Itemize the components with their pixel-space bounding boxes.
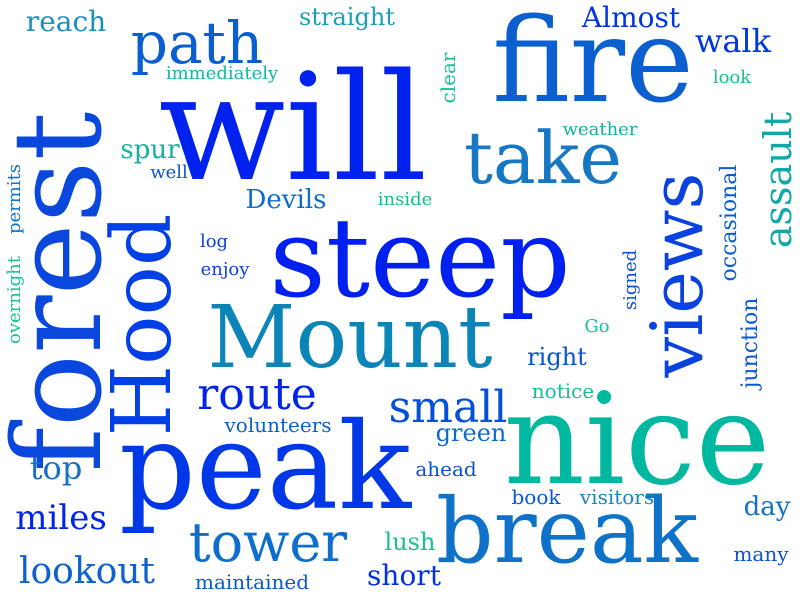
word-signed: signed <box>620 249 641 311</box>
word-straight: straight <box>299 3 395 31</box>
word-day: day <box>743 492 791 522</box>
word-spur: spur <box>120 135 180 165</box>
word-volunteers: volunteers <box>224 413 332 437</box>
word-fire: fire <box>492 0 694 129</box>
word-take: take <box>463 116 623 200</box>
word-route: route <box>197 369 317 420</box>
word-tower: tower <box>188 511 348 574</box>
word-hood: Hood <box>95 213 190 437</box>
word-small: small <box>388 382 508 433</box>
word-path: path <box>130 9 264 77</box>
word-top: top <box>29 449 83 487</box>
word-almost: Almost <box>581 1 681 34</box>
word-permits: permits <box>4 163 25 235</box>
word-enjoy: enjoy <box>200 259 250 280</box>
word-lush: lush <box>384 528 436 556</box>
word-go: Go <box>584 316 610 337</box>
word-occasional: occasional <box>717 164 742 282</box>
word-mount: Mount <box>207 288 493 388</box>
word-devils: Devils <box>245 185 327 215</box>
word-break: break <box>435 479 699 584</box>
word-steep: steep <box>269 194 571 322</box>
word-right: right <box>527 343 587 371</box>
word-ahead: ahead <box>415 457 477 481</box>
word-many: many <box>733 542 789 566</box>
word-peak: peak <box>118 398 412 537</box>
word-weather: weather <box>562 119 638 140</box>
word-lookout: lookout <box>18 551 156 592</box>
word-overnight: overnight <box>4 256 25 344</box>
word-walk: walk <box>694 22 772 60</box>
word-miles: miles <box>15 498 107 538</box>
word-junction: junction <box>738 297 763 389</box>
word-maintained: maintained <box>194 570 310 594</box>
word-green: green <box>435 419 507 447</box>
word-book: book <box>511 485 561 509</box>
word-immediately: immediately <box>165 63 279 84</box>
word-visitors: visitors <box>579 485 655 509</box>
word-assault: assault <box>756 111 800 249</box>
word-reach: reach <box>25 5 107 38</box>
word-will: will <box>158 42 428 214</box>
word-look: look <box>712 67 752 88</box>
word-notice: notice <box>531 379 595 403</box>
word-short: short <box>367 559 441 592</box>
word-well: well <box>150 162 188 183</box>
word-nice: nice <box>503 366 771 513</box>
word-views: views <box>635 172 719 378</box>
word-clear: clear <box>436 52 460 104</box>
word-log: log <box>199 231 229 252</box>
word-inside: inside <box>377 189 433 210</box>
